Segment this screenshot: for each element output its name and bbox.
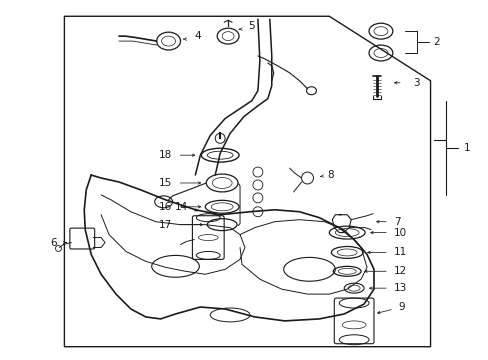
- Text: 14: 14: [175, 202, 188, 212]
- Text: 3: 3: [412, 78, 418, 88]
- Text: 10: 10: [393, 228, 406, 238]
- Text: 5: 5: [247, 21, 254, 31]
- Text: 15: 15: [159, 178, 172, 188]
- Text: 4: 4: [194, 31, 201, 41]
- Text: 12: 12: [393, 266, 406, 276]
- Text: 18: 18: [159, 150, 172, 160]
- Text: 6: 6: [50, 238, 56, 248]
- Text: 17: 17: [159, 220, 172, 230]
- Text: 16: 16: [159, 202, 172, 212]
- Text: 9: 9: [398, 302, 405, 312]
- Text: 2: 2: [432, 37, 439, 47]
- Text: 8: 8: [326, 170, 333, 180]
- Text: 11: 11: [393, 247, 406, 257]
- Text: 13: 13: [393, 283, 406, 293]
- Text: 1: 1: [463, 143, 469, 153]
- Text: 7: 7: [393, 217, 400, 227]
